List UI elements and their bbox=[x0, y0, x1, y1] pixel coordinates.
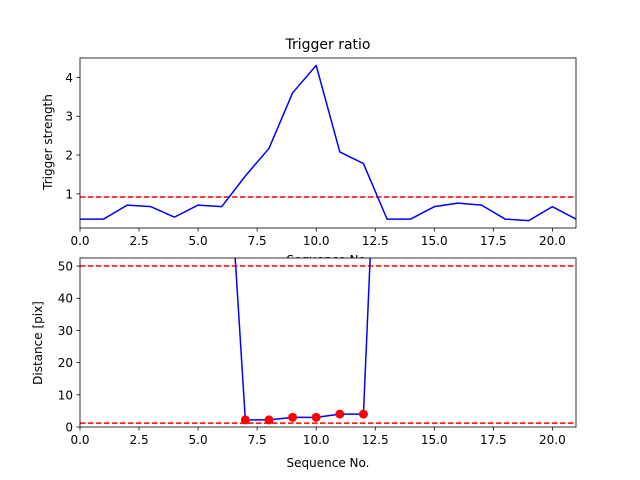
y-tick-label: 50 bbox=[58, 260, 73, 274]
plot-background bbox=[80, 58, 576, 228]
plot-content bbox=[80, 64, 576, 222]
y-tick-label: 0 bbox=[65, 421, 73, 435]
y-tick-label: 1 bbox=[65, 187, 73, 201]
x-tick-label: 12.5 bbox=[362, 234, 389, 248]
x-tick-label: 0.0 bbox=[70, 234, 89, 248]
y-tick-label: 10 bbox=[58, 388, 73, 402]
x-tick-label: 7.5 bbox=[248, 433, 267, 447]
axes-frame bbox=[79, 57, 577, 229]
x-tick-label: 17.5 bbox=[480, 433, 507, 447]
y-tick-label: 40 bbox=[58, 292, 73, 306]
data-point bbox=[335, 409, 345, 419]
y-tick-label: 3 bbox=[65, 110, 73, 124]
data-point bbox=[240, 415, 250, 425]
y-tick-label: 30 bbox=[58, 324, 73, 338]
data-point bbox=[264, 415, 274, 425]
x-tick-label: 0.0 bbox=[70, 433, 89, 447]
data-point bbox=[288, 412, 298, 422]
data-point bbox=[311, 412, 321, 422]
x-tick-label: 15.0 bbox=[421, 433, 448, 447]
x-tick-label: 5.0 bbox=[189, 234, 208, 248]
y-tick-label: 2 bbox=[65, 149, 73, 163]
x-tick-label: 7.5 bbox=[248, 234, 267, 248]
y-tick-label: 20 bbox=[58, 356, 73, 370]
y-tick-label: 4 bbox=[65, 71, 73, 85]
data-point bbox=[358, 409, 368, 419]
trigger-ratio-chart: Trigger ratio 0.0 2.5 5.0 7.5 10.0 12.5 15.0 17… bbox=[41, 37, 577, 267]
plot-area: 0.0 2.5 5.0 7.5 10.0 12.5 15.0 17.5 20.0 1 2 3 4 bbox=[65, 57, 577, 248]
x-tick-label: 2.5 bbox=[130, 433, 149, 447]
x-axis-label: Sequence No. bbox=[287, 456, 370, 470]
distance-chart: 0.0 2.5 5.0 7.5 10.0 12.5 15.0 17.5 20.0 0 10 20 30 4… bbox=[31, 257, 577, 470]
plot-background bbox=[80, 258, 576, 427]
y-axis-label: Trigger strength bbox=[41, 94, 55, 191]
x-tick-label: 17.5 bbox=[480, 234, 507, 248]
series-line bbox=[80, 64, 576, 222]
x-tick-label: 20.0 bbox=[539, 234, 566, 248]
x-tick-label: 20.0 bbox=[539, 433, 566, 447]
plot-area: 0.0 2.5 5.0 7.5 10.0 12.5 15.0 17.5 20.0 0 10 20 30 4… bbox=[58, 257, 577, 447]
axes-frame bbox=[79, 257, 577, 428]
x-tick-label: 12.5 bbox=[362, 433, 389, 447]
plot-content bbox=[80, 258, 576, 425]
chart-title: Trigger ratio bbox=[284, 37, 370, 53]
x-tick-label: 2.5 bbox=[130, 234, 149, 248]
x-tick-label: 10.0 bbox=[303, 234, 330, 248]
x-tick-label: 15.0 bbox=[421, 234, 448, 248]
x-tick-label: 5.0 bbox=[189, 433, 208, 447]
y-axis-label: Distance [pix] bbox=[31, 301, 45, 385]
x-tick-label: 10.0 bbox=[303, 433, 330, 447]
